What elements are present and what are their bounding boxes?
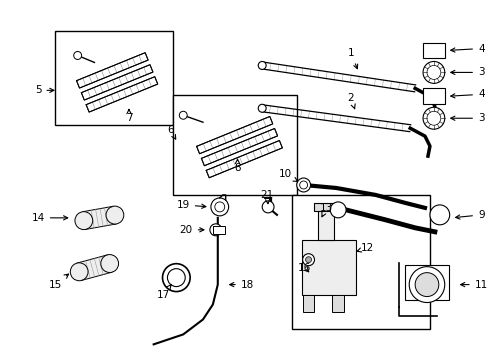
Circle shape (302, 254, 314, 266)
Circle shape (329, 202, 346, 218)
Circle shape (210, 198, 228, 216)
Circle shape (106, 206, 123, 224)
Text: 5: 5 (35, 85, 54, 95)
Bar (55, 31, 173, 125)
Text: 4: 4 (450, 44, 484, 54)
Text: 17: 17 (157, 284, 171, 300)
Circle shape (179, 111, 187, 119)
Bar (314, 203, 338, 211)
Text: 15: 15 (48, 274, 68, 289)
Text: 8: 8 (234, 159, 241, 173)
Text: 20: 20 (179, 225, 203, 235)
Text: 16: 16 (297, 263, 310, 273)
Text: 12: 12 (356, 243, 374, 253)
Circle shape (214, 202, 224, 212)
Circle shape (262, 201, 273, 213)
Polygon shape (82, 206, 116, 229)
Circle shape (162, 264, 190, 292)
Bar (422, 88, 444, 104)
Circle shape (426, 111, 440, 125)
Circle shape (258, 104, 265, 112)
Bar (173, 95, 296, 195)
Circle shape (101, 255, 118, 273)
Circle shape (305, 257, 311, 263)
Text: 6: 6 (167, 125, 175, 139)
Bar (422, 42, 444, 58)
Circle shape (422, 62, 444, 84)
Polygon shape (77, 53, 148, 88)
Polygon shape (196, 117, 272, 154)
Circle shape (299, 181, 307, 189)
Circle shape (258, 62, 265, 69)
Circle shape (296, 178, 310, 192)
Circle shape (408, 267, 444, 302)
Circle shape (70, 263, 88, 281)
Polygon shape (206, 140, 282, 178)
Polygon shape (86, 77, 158, 112)
Text: 13: 13 (319, 203, 332, 217)
Bar (405, 265, 448, 300)
Polygon shape (81, 65, 153, 100)
Bar (318, 210, 333, 240)
Text: 14: 14 (32, 213, 67, 223)
Text: 21: 21 (260, 190, 273, 204)
Circle shape (422, 107, 444, 129)
Polygon shape (77, 255, 112, 280)
Text: 19: 19 (176, 200, 205, 210)
Text: 11: 11 (460, 280, 487, 289)
Text: 3: 3 (450, 113, 484, 123)
Text: 18: 18 (229, 280, 253, 289)
Bar (301, 240, 355, 294)
Text: 3: 3 (450, 67, 484, 77)
Circle shape (167, 269, 185, 287)
Text: 2: 2 (347, 93, 354, 109)
Polygon shape (201, 129, 277, 166)
Text: 4: 4 (450, 89, 484, 99)
Bar (291, 195, 429, 329)
Circle shape (414, 273, 438, 297)
Circle shape (209, 224, 221, 236)
Text: 7: 7 (125, 109, 132, 123)
Bar (331, 294, 344, 312)
Circle shape (426, 66, 440, 80)
Circle shape (74, 51, 81, 59)
Circle shape (429, 205, 449, 225)
Bar (302, 294, 314, 312)
Text: 9: 9 (455, 210, 484, 220)
Circle shape (75, 212, 93, 230)
Text: 10: 10 (278, 169, 297, 181)
Bar (212, 226, 224, 234)
Text: 1: 1 (347, 49, 357, 69)
